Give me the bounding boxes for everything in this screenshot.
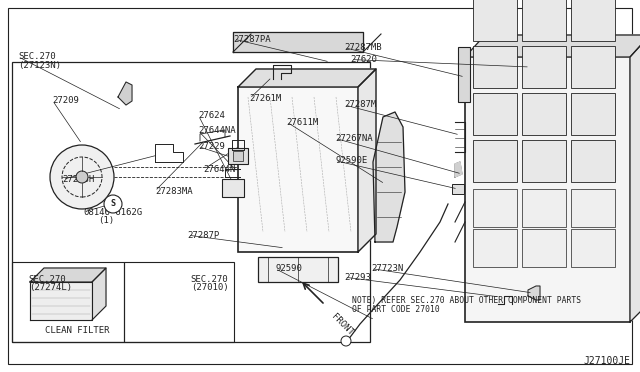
Circle shape (341, 336, 351, 346)
Bar (522, 140, 566, 182)
Text: 27287P: 27287P (188, 231, 220, 240)
Polygon shape (30, 282, 92, 320)
Text: 27293: 27293 (344, 273, 371, 282)
Circle shape (104, 195, 122, 213)
Text: FRONT: FRONT (330, 312, 355, 337)
Text: 27611M: 27611M (287, 118, 319, 126)
Text: 27287M: 27287M (344, 100, 376, 109)
Text: 92590E: 92590E (335, 156, 367, 165)
Bar (473, 0, 517, 41)
Bar (473, 140, 517, 182)
Bar (522, 93, 566, 135)
Polygon shape (455, 162, 462, 177)
Text: 27644NA: 27644NA (198, 126, 236, 135)
Text: 27620: 27620 (351, 55, 378, 64)
Bar (571, 229, 615, 267)
Polygon shape (528, 286, 540, 300)
Text: 27644N: 27644N (204, 165, 236, 174)
Text: (27010): (27010) (191, 283, 228, 292)
Polygon shape (30, 268, 106, 282)
Text: 92590: 92590 (275, 264, 302, 273)
Polygon shape (238, 69, 376, 87)
Bar (571, 46, 615, 88)
Bar (458, 47, 470, 102)
Bar (473, 189, 517, 227)
Bar (452, 184, 464, 194)
Bar (473, 46, 517, 88)
Circle shape (76, 171, 88, 183)
Text: 27624: 27624 (198, 111, 225, 120)
Bar (233, 151, 243, 161)
Polygon shape (465, 35, 640, 57)
Text: OF PART CODE 27010: OF PART CODE 27010 (352, 305, 440, 314)
Text: 27283MA: 27283MA (155, 187, 193, 196)
Text: (27123N): (27123N) (18, 61, 61, 70)
Text: (1): (1) (98, 216, 114, 225)
Polygon shape (118, 82, 132, 105)
Bar (258, 257, 338, 282)
Text: 27267NA: 27267NA (335, 134, 373, 143)
Bar (522, 0, 566, 41)
Text: SEC.270: SEC.270 (29, 275, 67, 284)
Text: NOTE) REFER SEC.270 ABOUT OTHER COMPONENT PARTS: NOTE) REFER SEC.270 ABOUT OTHER COMPONEN… (352, 296, 581, 305)
Circle shape (50, 145, 114, 209)
Bar (228, 148, 248, 164)
Bar (222, 179, 244, 197)
Text: 27209: 27209 (52, 96, 79, 105)
Bar (465, 57, 630, 322)
Bar (238, 87, 358, 252)
Text: 27229: 27229 (198, 142, 225, 151)
Text: (27274L): (27274L) (29, 283, 72, 292)
Text: 27283H: 27283H (63, 175, 95, 184)
Text: 27287PA: 27287PA (234, 35, 271, 44)
Text: SEC.270: SEC.270 (18, 52, 56, 61)
Bar (473, 93, 517, 135)
Bar (522, 189, 566, 227)
Text: SEC.270: SEC.270 (191, 275, 228, 284)
Polygon shape (358, 69, 376, 252)
Bar (124, 262, 234, 342)
Polygon shape (373, 112, 405, 242)
Bar (12, 262, 124, 342)
Bar (522, 46, 566, 88)
Text: J27100JE: J27100JE (584, 356, 630, 366)
Bar (571, 140, 615, 182)
Polygon shape (630, 35, 640, 322)
Text: 27287MB: 27287MB (344, 43, 382, 52)
Polygon shape (233, 32, 363, 52)
Text: CLEAN FILTER: CLEAN FILTER (45, 326, 109, 335)
Text: 08146-6162G: 08146-6162G (83, 208, 142, 217)
Bar (571, 0, 615, 41)
Text: 27723N: 27723N (371, 264, 403, 273)
Bar (12, 62, 370, 342)
Polygon shape (92, 268, 106, 320)
Bar (522, 229, 566, 267)
Text: 27261M: 27261M (250, 94, 282, 103)
Bar (571, 189, 615, 227)
Bar (571, 93, 615, 135)
Bar (473, 229, 517, 267)
Text: S: S (111, 199, 115, 208)
